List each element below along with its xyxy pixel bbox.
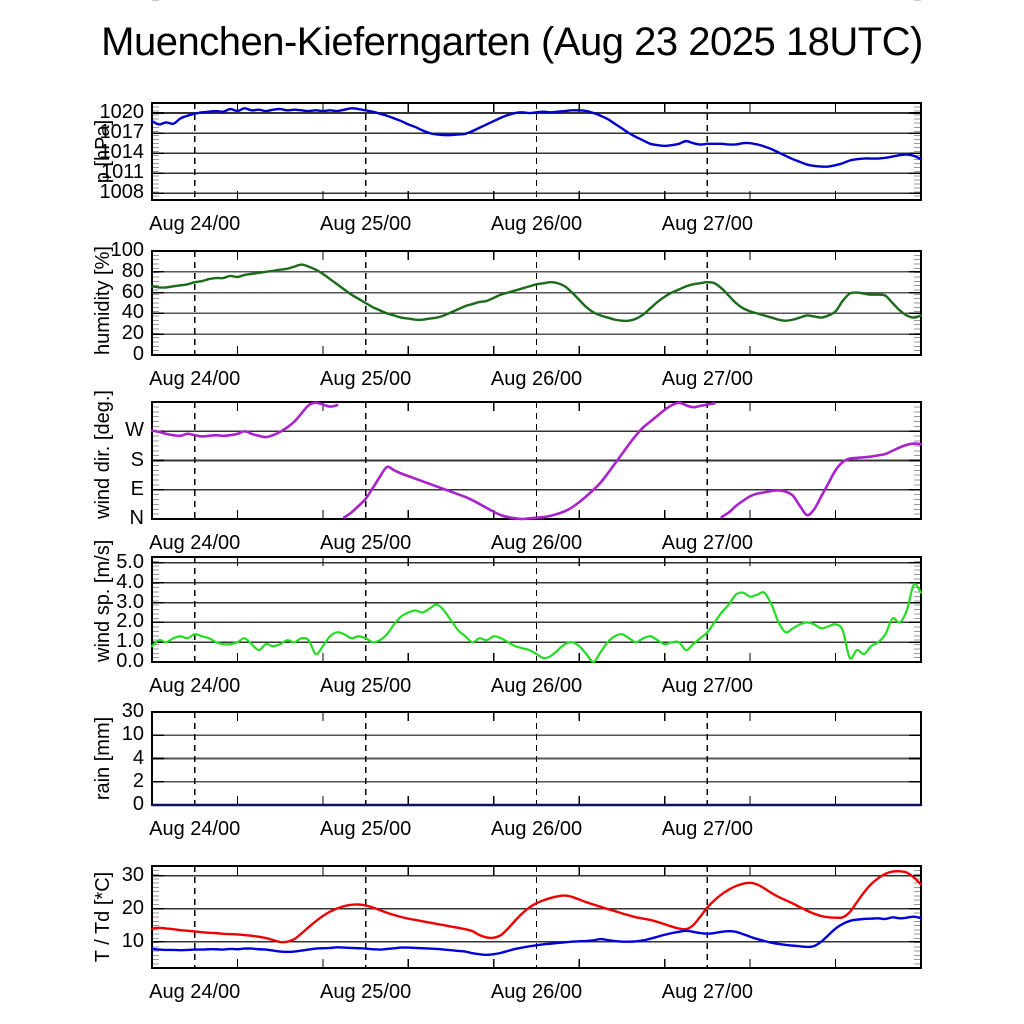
- ylabel-humidity: humidity [%]: [92, 246, 114, 355]
- ytick-pressure-0: 1008: [99, 181, 145, 204]
- ytick-wind_dir-0: N: [129, 507, 144, 529]
- ytick-temperature-0: 10: [121, 929, 144, 952]
- xtick-pressure-3: Aug 27/00: [661, 213, 753, 235]
- xtick-humidity-3: Aug 27/00: [661, 368, 753, 390]
- xtick-wind_speed-0: Aug 24/00: [149, 675, 241, 697]
- ytick-pressure-1: 1011: [100, 161, 144, 184]
- xtick-temperature-0: Aug 24/00: [149, 981, 241, 1003]
- ytick-wind_dir-1: E: [130, 477, 144, 500]
- xtick-humidity-0: Aug 24/00: [149, 368, 241, 390]
- xtick-rain-1: Aug 25/00: [320, 818, 412, 840]
- ytick-wind_speed-4: 4.0: [116, 570, 144, 593]
- ytick-humidity-3: 60: [121, 280, 144, 303]
- ytick-wind_dir-3: W: [125, 419, 144, 442]
- ytick-wind_speed-3: 3.0: [116, 590, 144, 613]
- xtick-temperature-2: Aug 26/00: [490, 981, 583, 1003]
- ytick-rain-2: 4: [132, 746, 144, 769]
- ylabel-wind_dir: wind dir. [deg.]: [92, 390, 114, 519]
- xtick-humidity-2: Aug 26/00: [490, 368, 583, 390]
- xtick-rain-0: Aug 24/00: [149, 818, 241, 840]
- panel-temperature: 10 20 30 T / Td [*C] Aug 24/00 Aug 25/00 Aug 2…: [0, 0, 1024, 1002]
- ytick-humidity-0: 0: [132, 343, 144, 365]
- xtick-wind_dir-0: Aug 24/00: [149, 532, 241, 554]
- xtick-rain-2: Aug 26/00: [490, 818, 583, 840]
- xtick-pressure-2: Aug 26/00: [490, 213, 583, 235]
- xtick-pressure-1: Aug 25/00: [320, 213, 412, 235]
- xtick-wind_speed-1: Aug 25/00: [320, 675, 412, 697]
- ytick-temperature-2: 30: [121, 863, 144, 886]
- ytick-humidity-4: 80: [121, 259, 144, 282]
- ylabel-rain: rain [mm]: [92, 716, 114, 801]
- xtick-rain-3: Aug 27/00: [661, 818, 753, 840]
- ytick-temperature-1: 20: [121, 896, 144, 919]
- ytick-pressure-3: 1017: [99, 121, 145, 144]
- ytick-rain-4: 30: [121, 700, 144, 722]
- ytick-wind_speed-1: 1.0: [116, 630, 144, 653]
- ytick-wind_speed-2: 2.0: [116, 610, 144, 633]
- ytick-pressure-2: 1014: [99, 141, 145, 164]
- ytick-humidity-5: 100: [110, 239, 144, 261]
- ytick-rain-1: 2: [132, 769, 144, 792]
- ytick-wind_dir-2: S: [130, 448, 144, 471]
- xtick-pressure-0: Aug 24/00: [149, 213, 241, 235]
- xtick-wind_speed-3: Aug 27/00: [661, 675, 753, 697]
- page-title: Muenchen-Kieferngarten (Aug 23 2025 18UT…: [101, 20, 923, 64]
- xtick-wind_dir-3: Aug 27/00: [661, 532, 753, 554]
- xtick-wind_dir-1: Aug 25/00: [320, 532, 412, 554]
- xtick-humidity-1: Aug 25/00: [320, 368, 412, 390]
- xtick-wind_dir-2: Aug 26/00: [490, 532, 583, 554]
- ylabel-wind_speed: wind sp. [m/s]: [92, 539, 114, 662]
- xtick-temperature-1: Aug 25/00: [320, 981, 412, 1003]
- ytick-humidity-2: 40: [121, 301, 144, 324]
- ytick-rain-3: 10: [121, 723, 144, 746]
- xtick-wind_speed-2: Aug 26/00: [490, 675, 583, 697]
- ytick-wind_speed-5: 5.0: [116, 550, 144, 573]
- ytick-pressure-4: 1020: [99, 101, 145, 124]
- xtick-temperature-3: Aug 27/00: [661, 981, 753, 1003]
- ytick-wind_speed-0: 0.0: [116, 650, 144, 672]
- ylabel-temperature: T / Td [*C]: [92, 871, 114, 963]
- ytick-humidity-1: 20: [121, 322, 144, 345]
- ytick-rain-0: 0: [132, 793, 144, 815]
